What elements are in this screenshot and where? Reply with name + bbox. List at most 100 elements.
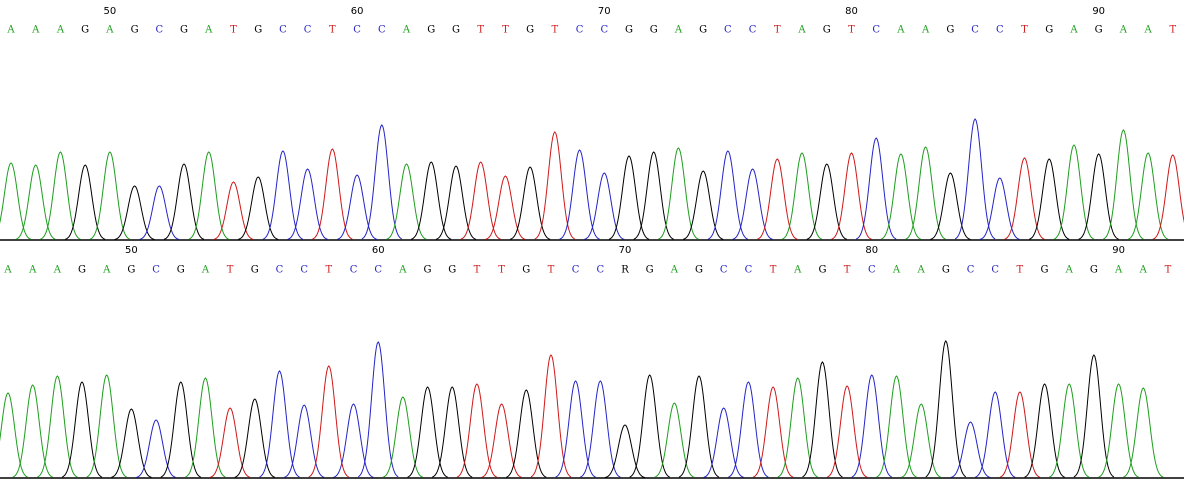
base-call: T	[774, 25, 781, 36]
trace-peak	[855, 137, 897, 240]
trace-peak	[658, 147, 699, 240]
base-call: A	[797, 25, 806, 36]
trace-peak	[407, 386, 448, 478]
base-call: G	[942, 265, 950, 276]
trace-peak	[831, 152, 872, 240]
trace-peak	[559, 149, 600, 240]
trace-peak	[1078, 153, 1119, 240]
trace-peak	[1004, 157, 1045, 240]
trace-peak	[481, 403, 522, 478]
base-call: A	[6, 25, 15, 36]
trace-peak	[1053, 144, 1095, 240]
base-call: G	[946, 25, 954, 36]
base-call: A	[105, 25, 114, 36]
trace-peak	[930, 172, 971, 240]
trace-peak	[333, 403, 374, 478]
base-call: A	[28, 265, 37, 276]
base-call: G	[127, 265, 135, 276]
position-label: 60	[372, 245, 385, 256]
base-call: G	[818, 265, 826, 276]
base-call: T	[227, 265, 234, 276]
base-call: G	[251, 265, 259, 276]
base-call: A	[3, 265, 12, 276]
trace-peak	[386, 163, 427, 240]
trace-peak	[411, 161, 452, 240]
base-call: A	[1069, 25, 1078, 36]
base-call: G	[78, 265, 86, 276]
base-call: T	[848, 25, 855, 36]
trace-peak	[435, 165, 477, 240]
trace-peak	[777, 377, 819, 478]
trace-peak	[1123, 387, 1164, 478]
base-call: A	[31, 25, 40, 36]
base-call: C	[720, 265, 728, 276]
trace-peak	[851, 374, 893, 478]
trace-peak	[530, 354, 572, 478]
base-call: G	[522, 265, 530, 276]
base-call: C	[872, 25, 880, 36]
trace-peak	[633, 151, 674, 240]
trace-peak	[703, 407, 744, 478]
base-call: A	[793, 265, 802, 276]
trace-peak	[608, 155, 650, 240]
base-call: G	[254, 25, 262, 36]
trace-peak	[65, 164, 106, 240]
base-call: G	[695, 265, 703, 276]
trace-peak	[336, 174, 378, 240]
trace-peak	[111, 408, 152, 478]
base-call: A	[102, 265, 111, 276]
position-label: 50	[104, 6, 117, 17]
base-call: C	[996, 25, 1004, 36]
trace-peak	[584, 172, 625, 240]
trace-peak	[802, 361, 843, 478]
base-call: A	[204, 25, 213, 36]
base-call: G	[180, 25, 188, 36]
position-label: 70	[598, 6, 611, 17]
base-call: G	[1041, 265, 1049, 276]
base-call: T	[502, 25, 509, 36]
trace-peak	[0, 162, 32, 240]
trace-peak	[361, 124, 403, 240]
trace-peak	[534, 131, 576, 240]
trace-peak	[555, 380, 596, 478]
base-call: A	[53, 265, 62, 276]
base-call: A	[1139, 265, 1148, 276]
trace-peak	[901, 403, 942, 478]
base-call: G	[1095, 25, 1103, 36]
base-call: A	[921, 25, 930, 36]
base-call: C	[967, 265, 975, 276]
trace-peak	[1024, 383, 1065, 478]
trace-peak	[12, 384, 53, 478]
base-call: G	[81, 25, 89, 36]
base-call: A	[896, 25, 905, 36]
trace-peak	[185, 377, 226, 478]
base-call: C	[353, 25, 361, 36]
position-label: 70	[619, 245, 632, 256]
trace-peak	[506, 389, 547, 478]
trace-peak	[781, 152, 823, 240]
base-call: C	[304, 25, 312, 36]
base-call: C	[152, 265, 160, 276]
base-call: T	[770, 265, 777, 276]
trace-peak	[905, 146, 946, 240]
trace-peak	[40, 151, 81, 240]
base-call: T	[474, 265, 481, 276]
base-call: G	[177, 265, 185, 276]
base-call: G	[448, 265, 456, 276]
trace-peak	[262, 150, 304, 240]
base-call: A	[402, 25, 411, 36]
trace-peak	[629, 374, 670, 478]
base-call: T	[477, 25, 484, 36]
base-call: A	[917, 265, 926, 276]
trace-peak	[604, 424, 646, 478]
base-call: C	[745, 265, 753, 276]
trace-peak	[163, 163, 205, 240]
trace-peak	[728, 381, 769, 478]
trace-peak	[757, 158, 798, 240]
base-call: G	[526, 25, 534, 36]
base-call: A	[1114, 265, 1123, 276]
trace-peak	[259, 370, 300, 478]
trace-peak	[15, 164, 56, 240]
base-call: A	[201, 265, 210, 276]
